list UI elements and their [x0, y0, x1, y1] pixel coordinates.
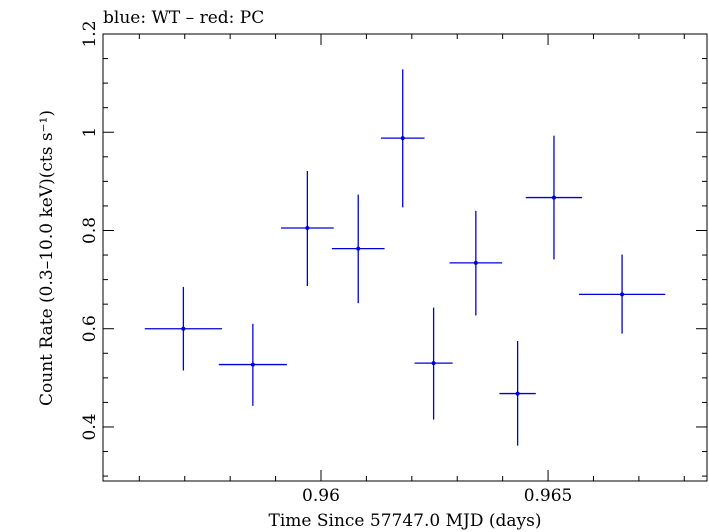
- point-marker: [305, 226, 310, 231]
- data-point: [449, 210, 503, 316]
- point-marker: [473, 260, 478, 265]
- data-points: [144, 69, 666, 446]
- data-point: [144, 286, 222, 371]
- point-marker: [431, 361, 436, 366]
- point-marker: [551, 195, 556, 200]
- axis-tick-labels: 0.96 0.965 0.4 0.6 0.8 1 1.2: [80, 20, 572, 506]
- data-point: [331, 194, 385, 304]
- y-axis-label: Count Rate (0.3–10.0 keV)(cts s⁻¹): [37, 110, 57, 406]
- y-tick-label: 0.6: [80, 315, 100, 342]
- point-marker: [620, 292, 625, 297]
- data-point: [578, 254, 666, 334]
- x-axis-label: Time Since 57747.0 MJD (days): [269, 511, 542, 531]
- point-marker: [515, 391, 520, 396]
- x-tick-label: 0.965: [524, 486, 573, 506]
- y-tick-label: 1.2: [80, 20, 100, 47]
- point-marker: [356, 246, 361, 251]
- data-point: [414, 307, 453, 420]
- data-point: [281, 171, 334, 286]
- point-marker: [250, 362, 255, 367]
- data-point: [499, 341, 536, 446]
- chart-title: blue: WT – red: PC: [103, 8, 264, 28]
- point-marker: [181, 326, 186, 331]
- x-tick-label: 0.96: [302, 486, 340, 506]
- data-point: [218, 323, 287, 406]
- axis-ticks: [103, 33, 707, 481]
- data-point: [525, 135, 583, 260]
- plot-frame: [102, 33, 708, 482]
- y-tick-label: 1: [80, 127, 100, 138]
- data-point: [380, 69, 425, 208]
- y-tick-label: 0.8: [80, 217, 100, 244]
- point-marker: [400, 136, 405, 141]
- y-tick-label: 0.4: [80, 413, 100, 440]
